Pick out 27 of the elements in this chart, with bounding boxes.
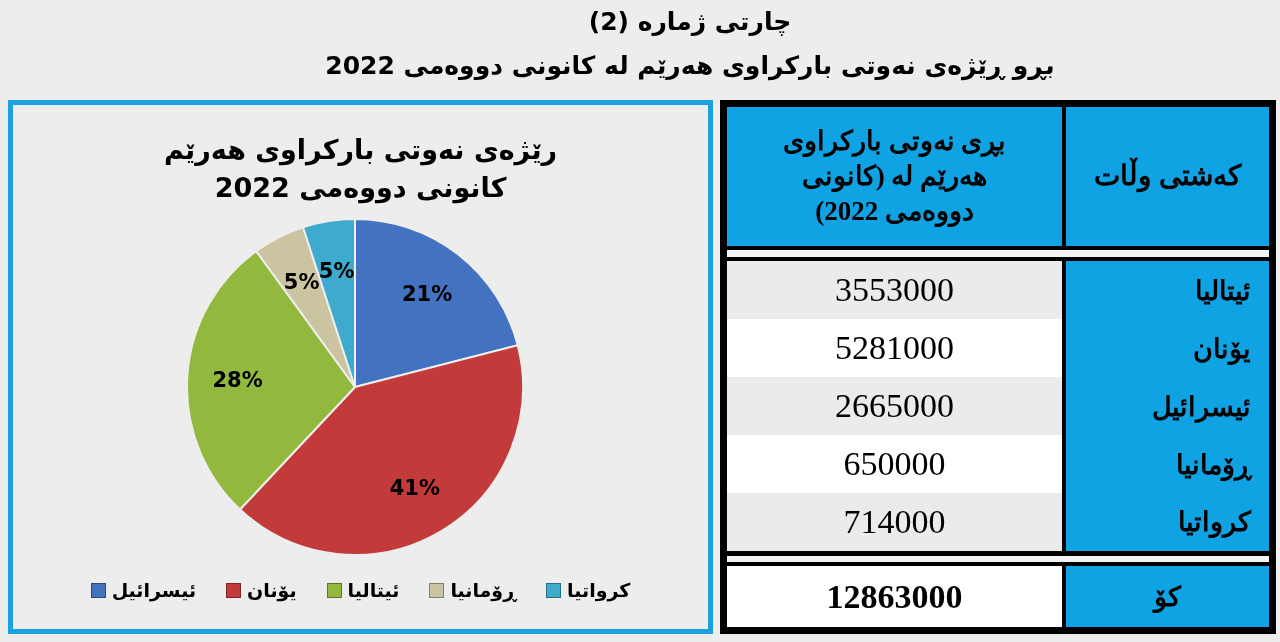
data-label: 714000 (843, 503, 946, 541)
data-label: 2665000 (835, 387, 954, 425)
chart-title: رێژەی نەوتی بارکراوی هەرێم کانونی دووەمی 2022 (162, 133, 559, 206)
legend-label: ئیتالیا (347, 579, 400, 601)
category-label: ئیسرائیل (1152, 390, 1251, 423)
data-label: 5281000 (835, 329, 954, 367)
category-label: یۆنان (1193, 332, 1251, 365)
data-label: 21% (401, 282, 453, 307)
legend-label: یۆنان (247, 579, 297, 601)
category-label: کرواتیا (1178, 506, 1251, 538)
data-label: 5% (283, 270, 320, 295)
category-label: ڕۆمانیا (1176, 448, 1251, 481)
text: کۆ (1154, 580, 1181, 613)
data-label: 28% (212, 367, 263, 392)
text: بڕی نەوتی بارکراوی هەرێم لە (کانونی دووەمی 2022) (781, 124, 1008, 229)
category-label: ئیتالیا (1195, 274, 1251, 307)
legend-label: ئیسرائیل (111, 579, 197, 601)
data-label: 650000 (843, 445, 946, 483)
text: چارتی ژمارە (2) (587, 6, 793, 38)
legend-label: ڕۆمانیا (450, 579, 517, 601)
data-label: 3553000 (835, 271, 954, 309)
text: کەشتی وڵات (1094, 158, 1241, 195)
data-label: 5% (318, 258, 355, 283)
data-label: 41% (389, 476, 440, 501)
text: 12863000 (826, 577, 963, 615)
legend-label: کرواتیا (567, 579, 631, 601)
text: بڕو ڕێژەی نەوتی بارکراوی هەرێم لە کانونی دووەمی 2022 (324, 50, 1056, 83)
